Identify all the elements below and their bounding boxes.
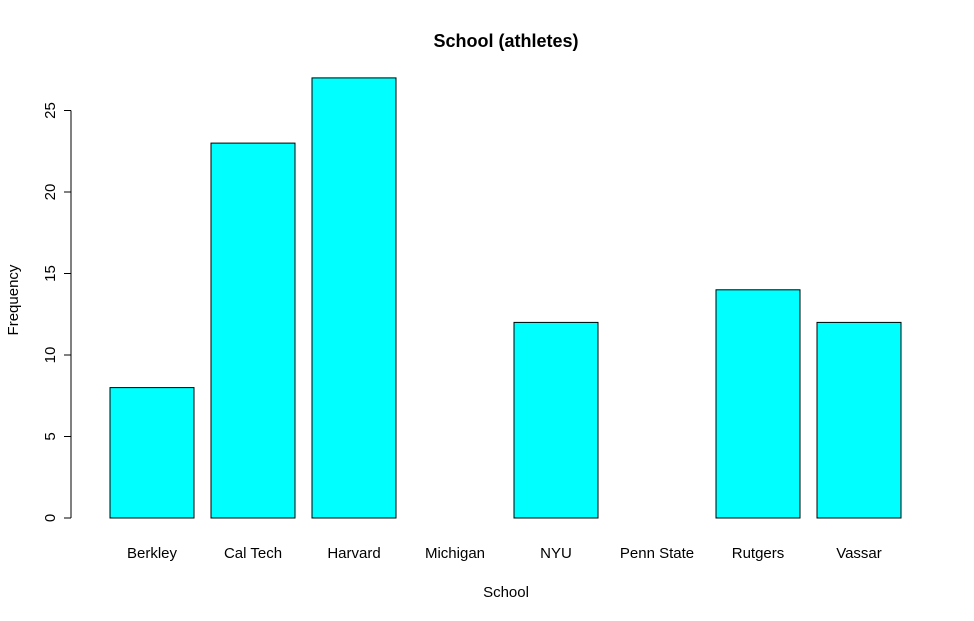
- y-tick-label: 15: [42, 265, 59, 282]
- x-tick-label: Penn State: [620, 545, 694, 562]
- y-tick-label: 25: [42, 102, 59, 119]
- x-tick-label: NYU: [540, 545, 572, 562]
- y-tick-label: 20: [42, 184, 59, 201]
- chart-title: School (athletes): [433, 31, 578, 51]
- x-tick-label: Michigan: [425, 545, 485, 562]
- y-axis-label: Frequency: [5, 264, 22, 335]
- y-tick-label: 10: [42, 347, 59, 364]
- bar-vassar: [816, 321, 902, 519]
- x-axis-label: School: [483, 584, 529, 601]
- bars-group: [109, 77, 902, 519]
- x-tick-label: Berkley: [127, 545, 178, 562]
- bar-nyu: [513, 321, 599, 519]
- x-tick-labels: Berkley Cal Tech Harvard Michigan NYU Penn St…: [127, 545, 882, 562]
- bar-harvard: [311, 77, 397, 519]
- x-tick-label: Rutgers: [732, 545, 785, 562]
- y-axis: 0 5 10 15 20 25: [42, 102, 72, 522]
- bar-rutgers: [715, 289, 801, 519]
- y-tick-label: 0: [42, 514, 59, 522]
- x-tick-label: Cal Tech: [224, 545, 282, 562]
- bar-cal-tech: [210, 142, 296, 519]
- x-tick-label: Vassar: [836, 545, 882, 562]
- bar-berkley: [109, 387, 195, 519]
- x-tick-label: Harvard: [327, 545, 380, 562]
- y-tick-label: 5: [42, 432, 59, 440]
